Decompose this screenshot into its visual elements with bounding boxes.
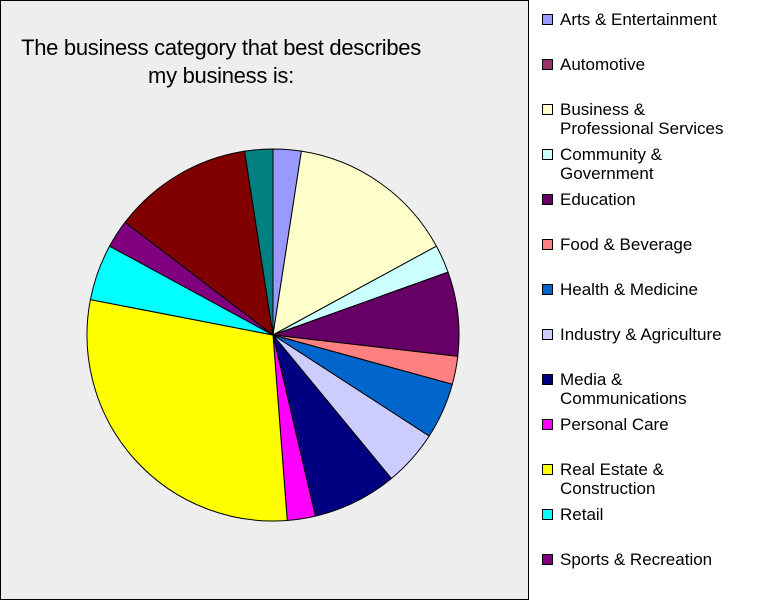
legend-label: Automotive — [560, 55, 646, 74]
legend-label: Industry & Agriculture — [560, 325, 722, 344]
legend-swatch — [542, 464, 553, 475]
legend-label: Community & Government — [560, 145, 663, 183]
legend-label: Education — [560, 190, 636, 209]
pie-slice — [244, 148, 274, 336]
legend-swatch — [542, 59, 553, 70]
legend-swatch — [542, 329, 553, 340]
chart-area: The business category that best describe… — [0, 0, 529, 600]
legend-swatch — [542, 239, 553, 250]
legend-label: Sports & Recreation — [560, 550, 713, 569]
legend-label: Media & Communications — [560, 370, 687, 408]
chart-legend: Arts & Entertainment Automotive Business &… — [531, 0, 778, 600]
pie-slice — [124, 150, 274, 337]
pie-chart — [86, 148, 460, 522]
legend-swatch — [542, 284, 553, 295]
pie-slice — [272, 150, 438, 336]
legend-label: Health & Medicine — [560, 280, 698, 299]
legend-label: Retail — [560, 505, 604, 524]
pie-slice — [86, 299, 288, 522]
legend-label: Business & Professional Services — [560, 100, 724, 138]
chart-title: The business category that best describe… — [21, 35, 421, 88]
legend-swatch — [542, 509, 553, 520]
legend-swatch — [542, 194, 553, 205]
legend-swatch — [542, 14, 553, 25]
legend-swatch — [542, 419, 553, 430]
legend-label: Real Estate & Construction — [560, 460, 664, 498]
legend-label: Arts & Entertainment — [560, 10, 717, 29]
legend-swatch — [542, 149, 553, 160]
legend-swatch — [542, 374, 553, 385]
legend-label: Food & Beverage — [560, 235, 693, 254]
legend-swatch — [542, 104, 553, 115]
legend-label: Personal Care — [560, 415, 669, 434]
legend-swatch — [542, 554, 553, 565]
